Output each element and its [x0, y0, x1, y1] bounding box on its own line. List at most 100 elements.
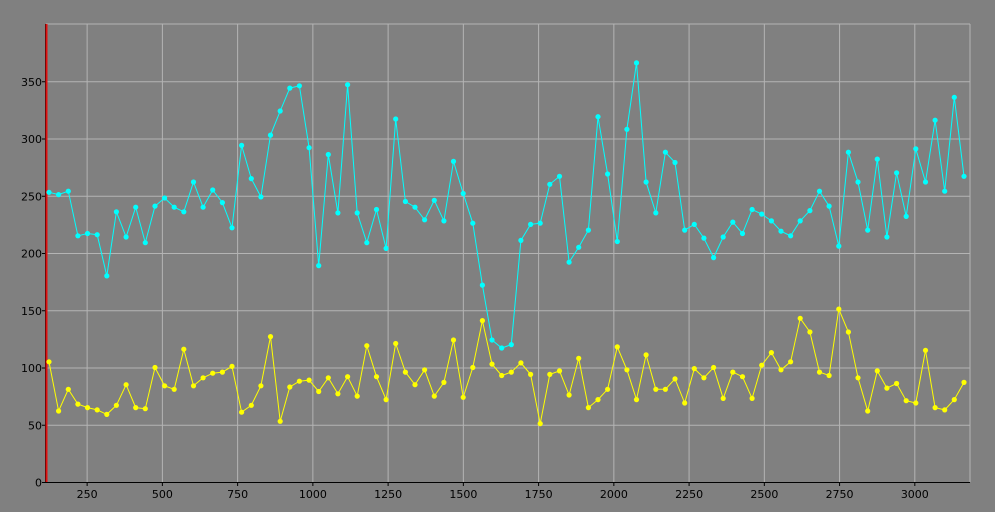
- data-point: [547, 371, 553, 377]
- data-point: [56, 192, 62, 198]
- x-tick-label: 1000: [299, 488, 327, 501]
- data-point: [267, 334, 274, 340]
- data-point: [94, 232, 100, 238]
- data-point: [373, 374, 380, 380]
- data-point: [614, 344, 620, 350]
- x-tick-label: 1500: [449, 488, 477, 501]
- data-point: [113, 209, 119, 215]
- data-point: [162, 383, 168, 389]
- data-point: [229, 225, 235, 231]
- data-point: [537, 220, 543, 226]
- data-point: [239, 142, 245, 148]
- data-point: [104, 273, 110, 279]
- data-point: [287, 85, 293, 91]
- data-point: [528, 371, 534, 377]
- data-point: [325, 151, 331, 158]
- data-point: [508, 342, 514, 348]
- data-point: [556, 173, 563, 179]
- x-tick-label: 250: [77, 488, 98, 501]
- data-point: [316, 388, 322, 395]
- data-point: [605, 386, 611, 392]
- data-point: [104, 411, 110, 417]
- data-point: [566, 392, 572, 398]
- data-point: [595, 114, 601, 120]
- data-point: [576, 355, 582, 361]
- data-point: [441, 218, 447, 224]
- data-point: [913, 146, 919, 152]
- data-point: [46, 359, 52, 365]
- data-point: [749, 206, 755, 213]
- data-point: [768, 218, 775, 224]
- data-point: [605, 171, 611, 177]
- data-point: [749, 395, 755, 401]
- data-point: [345, 374, 351, 380]
- data-point: [219, 369, 225, 375]
- data-point: [865, 227, 871, 233]
- data-point: [162, 195, 168, 201]
- data-point: [778, 367, 784, 373]
- data-point: [682, 227, 688, 233]
- data-point: [229, 363, 235, 369]
- data-point: [624, 367, 630, 373]
- y-tick-label: 250: [21, 190, 42, 203]
- data-point: [190, 179, 197, 185]
- data-point: [470, 364, 476, 371]
- data-point: [123, 382, 129, 388]
- data-point: [768, 350, 775, 356]
- x-tick-label: 2500: [750, 488, 778, 501]
- data-point: [739, 230, 746, 237]
- data-point: [720, 395, 726, 401]
- data-point: [267, 132, 274, 138]
- data-point: [711, 255, 717, 261]
- data-point: [277, 108, 283, 114]
- data-point: [788, 233, 794, 239]
- x-tick-label: 2750: [826, 488, 854, 501]
- data-point: [691, 366, 697, 372]
- data-point: [643, 179, 649, 185]
- data-point: [874, 156, 880, 162]
- data-point: [845, 149, 852, 155]
- data-point: [585, 227, 592, 233]
- data-point: [402, 198, 408, 205]
- x-tick-label: 1250: [374, 488, 402, 501]
- data-point: [200, 375, 206, 381]
- data-point: [701, 235, 707, 241]
- data-point: [190, 383, 197, 389]
- data-point: [788, 359, 794, 365]
- data-point: [807, 208, 813, 214]
- data-point: [65, 386, 71, 392]
- data-point: [296, 378, 302, 384]
- data-point: [152, 203, 158, 209]
- data-point: [826, 203, 832, 209]
- x-tick-label: 2250: [675, 488, 703, 501]
- data-point: [239, 409, 245, 415]
- data-point: [778, 228, 784, 234]
- data-point: [123, 234, 129, 240]
- data-point: [797, 315, 803, 321]
- data-point: [894, 170, 900, 176]
- data-point: [576, 244, 582, 250]
- data-point: [181, 346, 187, 352]
- data-point: [518, 360, 524, 366]
- data-point: [730, 219, 736, 225]
- data-point: [566, 259, 572, 265]
- data-point: [884, 234, 890, 240]
- x-tick-label: 500: [152, 488, 173, 501]
- data-point: [508, 369, 514, 375]
- data-point: [113, 402, 119, 408]
- tick-labels: 250 500 750 1000 1250 1500 1750 2000 2250 2500 275…: [21, 76, 929, 501]
- data-point: [759, 362, 765, 368]
- data-point: [894, 380, 900, 387]
- data-point: [345, 82, 351, 88]
- data-point: [816, 188, 823, 194]
- data-point: [528, 221, 534, 227]
- data-point: [913, 400, 919, 406]
- data-point: [258, 194, 264, 200]
- y-tick-label: 300: [21, 133, 42, 146]
- data-point: [441, 379, 447, 385]
- data-point: [133, 204, 139, 210]
- data-point: [595, 397, 601, 403]
- y-tick-label: 200: [21, 248, 42, 261]
- data-point: [585, 405, 592, 411]
